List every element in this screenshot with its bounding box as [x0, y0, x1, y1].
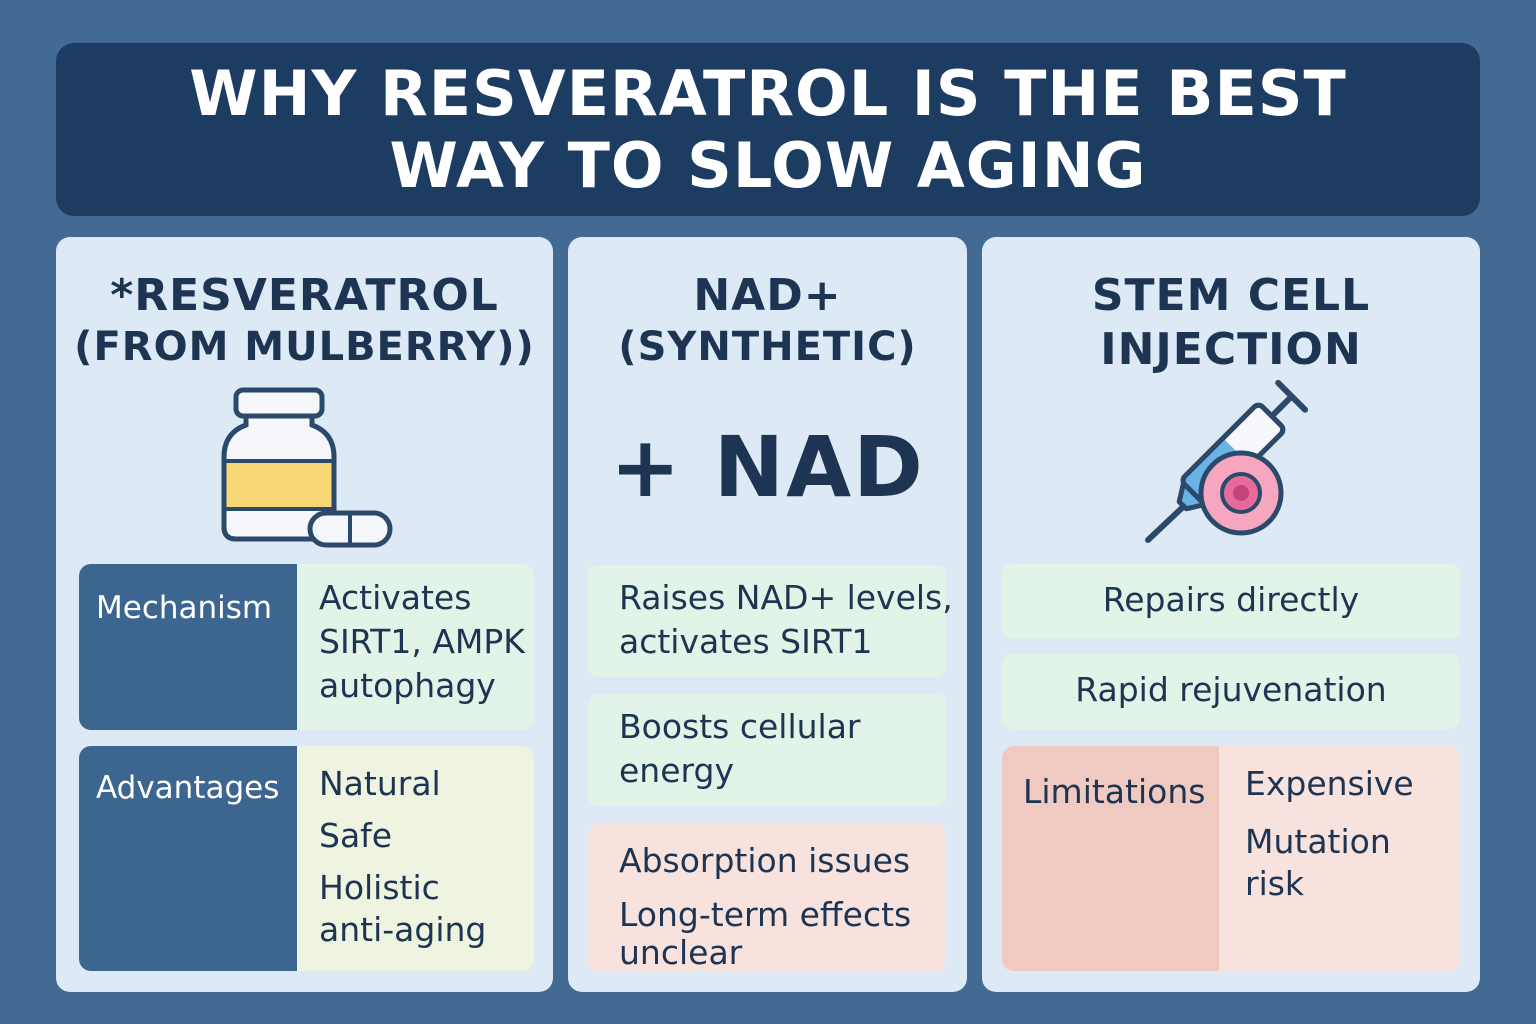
advantage-item: Safe [319, 816, 393, 855]
advantage-item: Natural [319, 764, 441, 803]
card-title-line2: (SYNTHETIC) [618, 324, 917, 370]
limitations-row: Limitations Expensive Mutation risk [1002, 746, 1460, 971]
card-title-line2: (FROM MULBERRY)) [74, 324, 535, 370]
card-stem-cell: STEM CELL INJECTION Repairs directly Rap… [982, 237, 1480, 992]
mechanism-value: Activates SIRT1, AMPK autophagy [319, 578, 525, 705]
card-title-line1: *RESVERATROL [110, 270, 499, 321]
limitations-label: Limitations [1002, 746, 1219, 971]
limitation-item: Mutation [1245, 822, 1391, 861]
advantages-value: Natural Safe Holistic anti-aging [297, 746, 534, 971]
page-title: WHY RESVERATROL IS THE BEST WAY TO SLOW … [189, 56, 1347, 202]
card-title-line1: NAD+ [693, 270, 842, 321]
mechanism-row: Mechanism Activates SIRT1, AMPK autophag… [79, 564, 534, 730]
advantage-item: anti-aging [319, 910, 487, 949]
advantages-label: Advantages [79, 746, 297, 971]
limitations-value: Expensive Mutation risk [1245, 764, 1414, 903]
advantages-row: Advantages Natural Safe Holistic anti-ag… [79, 746, 534, 971]
mechanism-label: Mechanism [79, 564, 297, 730]
nad-point-energy: Boosts cellular energy [588, 694, 946, 806]
nad-issue-longterm: Long-term effects [619, 895, 912, 934]
advantage-item: Holistic [319, 868, 440, 907]
card-title-line2: INJECTION [1100, 324, 1362, 375]
nad-issue-absorption: Absorption issues [619, 841, 911, 880]
card-nad: NAD+ (SYNTHETIC) + NAD Raises NAD+ level… [568, 237, 967, 992]
title-banner: WHY RESVERATROL IS THE BEST WAY TO SLOW … [56, 43, 1480, 216]
stem-point-rejuvenation: Rapid rejuvenation [1002, 654, 1460, 729]
card-resveratrol: *RESVERATROL (FROM MULBERRY)) Mechanism … [56, 237, 553, 992]
nad-issues: Absorption issues Long-term effects uncl… [588, 824, 946, 972]
stem-point-repairs: Repairs directly [1002, 564, 1460, 639]
syringe-cell-icon [1145, 379, 1309, 543]
supplement-bottle-icon [221, 387, 393, 548]
nad-point-levels: Raises NAD+ levels, activates SIRT1 [588, 565, 953, 677]
card-title-line1: STEM CELL [1091, 270, 1371, 321]
limitation-item: Expensive [1245, 764, 1414, 803]
plus-nad-icon: + NAD [610, 418, 925, 516]
